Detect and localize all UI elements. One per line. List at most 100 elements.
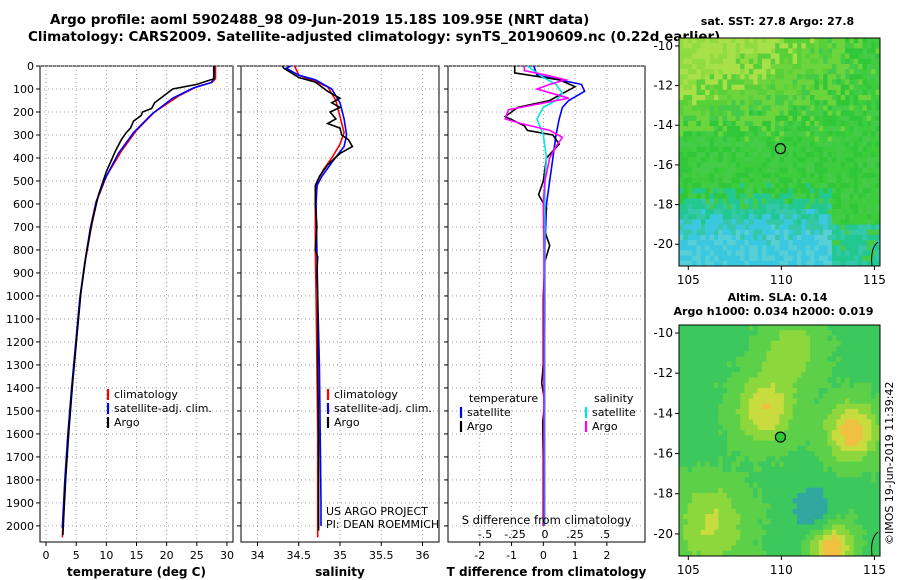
sst-map-cell <box>840 43 846 49</box>
sla-map-cell <box>757 388 763 394</box>
sla-map-cell <box>831 508 837 515</box>
sst-map-cell <box>731 214 737 220</box>
sst-map-cell <box>831 110 837 117</box>
sla-map-cell <box>753 403 759 410</box>
sst-map-cell <box>788 157 794 163</box>
sla-map-cell <box>788 550 794 557</box>
sla-map-cell <box>836 367 842 373</box>
sst-map-cell <box>866 79 872 86</box>
sla-map-cell <box>796 424 802 431</box>
sst-map-cell <box>722 234 728 241</box>
sst-map-cell <box>805 260 811 267</box>
sst-map-cell <box>740 260 745 267</box>
sla-map-cell <box>740 529 745 536</box>
sst-map-cell <box>762 84 767 91</box>
sla-map-cell <box>814 529 820 536</box>
sst-map-float-marker <box>774 143 787 155</box>
sla-map-cell <box>853 403 859 410</box>
sla-map-cell <box>845 403 850 410</box>
sla-map-cell <box>748 393 754 399</box>
sla-map-cell <box>840 377 846 384</box>
sst-map-cell <box>740 224 745 231</box>
sst-map-cell <box>727 214 732 220</box>
sla-map-cell <box>757 451 763 457</box>
sst-map-cell <box>801 255 807 262</box>
sst-map-cell <box>757 110 763 117</box>
sst-map-cell <box>862 214 868 220</box>
sla-map-cell <box>744 409 750 415</box>
sla-map-cell <box>810 477 815 483</box>
sst-map-cell <box>722 245 728 251</box>
sst-map-cell <box>827 245 833 251</box>
sla-map-cell <box>762 330 767 336</box>
sla-map-cell <box>827 519 833 525</box>
sst-map-cell <box>757 79 763 86</box>
sla-map-cell <box>692 456 697 462</box>
sla-map-cell <box>757 524 763 531</box>
sla-map-cell <box>849 482 855 489</box>
sst-map-cell <box>722 229 728 236</box>
sla-map-cell <box>757 346 763 352</box>
sst-map-cell <box>783 229 789 236</box>
sst-map-cell <box>827 79 833 86</box>
sla-map-cell <box>823 419 828 426</box>
sla-map-cell <box>700 409 706 415</box>
sla-map-cell <box>871 451 877 457</box>
sla-map-cell <box>796 346 802 352</box>
sst-map-cell <box>687 240 693 246</box>
sla-map-cell <box>766 388 772 394</box>
sla-map-cell <box>814 493 820 499</box>
sst-map-cell <box>775 43 780 49</box>
sst-map-cell <box>796 188 802 194</box>
sla-map-cell <box>858 430 863 436</box>
sst-map-cell <box>770 240 776 246</box>
sst-map-cell <box>814 43 820 49</box>
sst-map-cell <box>762 141 767 148</box>
sla-map-cell <box>858 398 863 405</box>
sla-map-cell <box>696 424 702 431</box>
sla-map-cell <box>788 451 794 457</box>
sla-map-cell <box>866 498 872 504</box>
sla-map-cell <box>718 325 724 331</box>
sla-map-cell <box>735 340 741 347</box>
sla-map-cell <box>722 514 728 520</box>
sst-map-cell <box>735 240 741 246</box>
sst-map-cell <box>683 245 689 251</box>
sst-map-cell <box>801 234 807 241</box>
sla-map-cell <box>679 493 684 499</box>
sla-map-cell <box>683 414 689 420</box>
sla-map-cell <box>801 529 807 536</box>
sla-map-cell <box>779 419 785 426</box>
sla-map-cell <box>753 430 759 436</box>
sla-map-cell <box>705 409 710 415</box>
sst-map-cell <box>875 74 881 80</box>
sla-map-cell <box>836 493 842 499</box>
sla-map-cell <box>810 430 815 436</box>
sla-map-cell <box>718 493 724 499</box>
sla-map-cell <box>696 550 702 557</box>
sla-map-cell <box>792 456 798 462</box>
sla-map-cell <box>713 414 719 420</box>
sla-map-cell <box>766 346 772 352</box>
sla-map-cell <box>735 361 741 368</box>
sst-map-cell <box>775 126 780 132</box>
sst-map-cell <box>705 152 710 158</box>
sst-map-cell <box>836 260 842 267</box>
sst-map-cell <box>722 177 728 184</box>
sla-map-cell <box>866 430 872 436</box>
sla-map-cell <box>762 430 767 436</box>
sst-map-cell <box>831 38 837 44</box>
sst-map-cell <box>858 136 863 143</box>
sst-map-cell <box>810 131 815 137</box>
sla-map-cell <box>862 351 868 357</box>
sst-map-cell <box>748 126 754 132</box>
sla-map-ytick-label: -18 <box>653 487 673 501</box>
sst-map-cell <box>831 172 837 179</box>
sla-map-cell <box>709 330 715 336</box>
sst-map-cell <box>853 245 859 251</box>
sla-map-cell <box>700 435 706 441</box>
sla-map-cell <box>836 550 842 557</box>
sst-map-cell <box>718 69 724 75</box>
sst-map-cell <box>779 89 785 96</box>
sla-map-cell <box>853 361 859 368</box>
